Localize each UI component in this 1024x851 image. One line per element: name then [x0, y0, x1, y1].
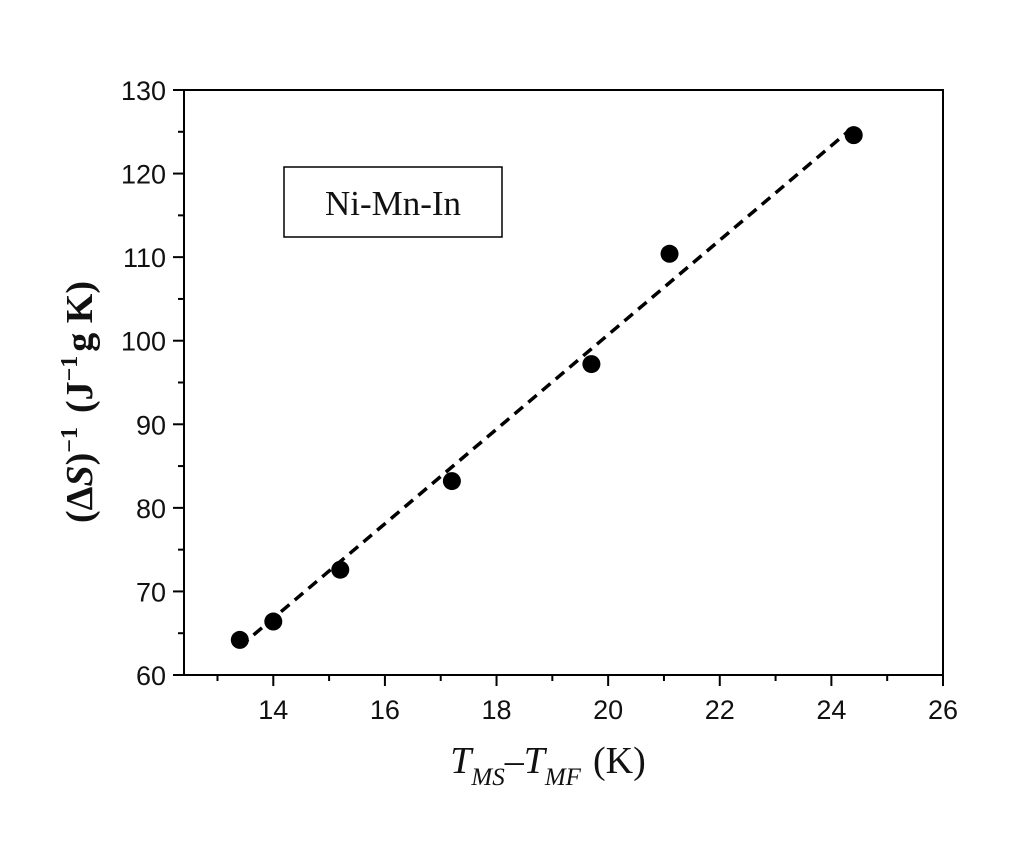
- data-points: [230, 126, 863, 649]
- x-tick-label: 18: [482, 695, 512, 725]
- y-tick-label: 120: [121, 160, 166, 190]
- x-tick-label: 14: [258, 695, 288, 725]
- linear-fit-line: [238, 125, 855, 648]
- y-tick-label: 130: [121, 76, 166, 106]
- y-tick-label: 70: [136, 577, 166, 607]
- data-point: [844, 126, 863, 145]
- x-axis-title: TMS–TMF (K): [450, 740, 645, 791]
- y-tick-label: 80: [136, 494, 166, 524]
- y-axis-title: (ΔS)−1(J−1g K): [57, 281, 101, 523]
- data-point: [230, 630, 249, 649]
- legend-box: Ni-Mn-In: [283, 166, 503, 238]
- x-tick-label: 26: [928, 695, 958, 725]
- x-tick-label: 22: [705, 695, 735, 725]
- y-tick-label: 110: [123, 243, 166, 273]
- data-point: [660, 244, 679, 263]
- data-point: [442, 472, 461, 491]
- x-tick-label: 24: [816, 695, 846, 725]
- legend-label: Ni-Mn-In: [325, 184, 461, 223]
- plot-frame: [183, 89, 944, 676]
- y-tick-label: 60: [136, 661, 166, 691]
- x-tick-label: 16: [370, 695, 400, 725]
- x-tick-label: 20: [593, 695, 623, 725]
- x-axis-tick-labels: 14 16 18 20 22 24 26: [258, 695, 958, 725]
- y-tick-label: 100: [121, 327, 166, 357]
- y-tick-label: 90: [136, 410, 166, 440]
- data-point: [582, 355, 601, 374]
- y-axis-tick-labels: 60 70 80 90 100 110 120 130: [121, 76, 166, 691]
- data-point: [331, 560, 350, 579]
- data-point: [264, 612, 283, 631]
